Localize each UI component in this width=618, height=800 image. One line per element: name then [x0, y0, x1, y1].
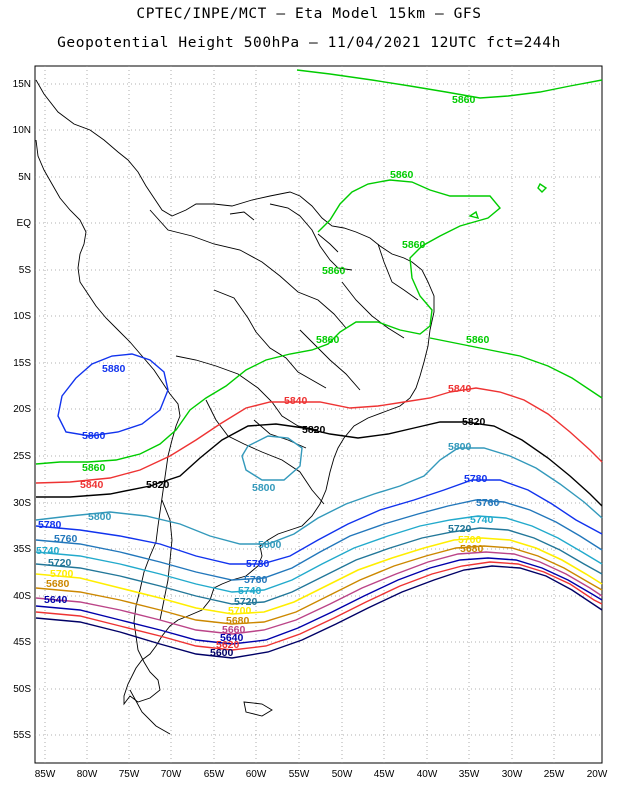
lat-label: 15N	[13, 79, 31, 90]
lon-label: 30W	[502, 769, 523, 780]
lon-label: 25W	[544, 769, 565, 780]
lat-label: 50S	[13, 684, 31, 695]
lat-label: 45S	[13, 637, 31, 648]
map-subtitle: Geopotential Height 500hPa – 11/04/2021 …	[57, 35, 561, 51]
label-5860-north: 5860	[452, 94, 476, 106]
lat-label: 40S	[13, 591, 31, 602]
lat-label: 10N	[13, 125, 31, 136]
lon-label: 75W	[119, 769, 140, 780]
contour-5600	[35, 565, 603, 659]
label-5720-west: 5720	[48, 557, 72, 569]
contour-5740	[35, 515, 603, 593]
lon-label: 45W	[374, 769, 395, 780]
label-5800-east: 5800	[448, 441, 472, 453]
lat-label: 35S	[13, 544, 31, 555]
label-5700-east: 5700	[458, 534, 482, 546]
plot-frame	[34, 65, 603, 764]
contour-5620	[35, 561, 603, 651]
label-5800-west: 5800	[88, 511, 112, 523]
label-5760-east: 5760	[476, 497, 500, 509]
label-5740-east: 5740	[470, 514, 494, 526]
label-5860-west: 5860	[82, 462, 106, 474]
label-5720-east: 5720	[448, 523, 472, 535]
label-5840-west: 5840	[80, 479, 104, 491]
lat-label: 5S	[19, 265, 32, 276]
gridlines	[35, 66, 602, 763]
label-5680-argentina: 5680	[226, 615, 250, 627]
lat-label: EQ	[17, 218, 32, 229]
contour-5800-closed	[241, 435, 303, 481]
label-5800-argentina: 5800	[258, 539, 282, 551]
contour-labels: 5860 5860 5860 5860 5860 5860 5860 5880 …	[36, 94, 500, 659]
lon-label: 20W	[587, 769, 608, 780]
lat-label: 5N	[18, 172, 31, 183]
contour-5760	[35, 499, 603, 581]
lon-label: 80W	[77, 769, 98, 780]
label-5740-west: 5740	[36, 545, 60, 557]
label-5740-argentina: 5740	[238, 585, 262, 597]
label-5840-east: 5840	[448, 383, 472, 395]
lon-label: 70W	[161, 769, 182, 780]
label-5760-argentina: 5760	[244, 574, 268, 586]
contour-5800	[35, 447, 603, 545]
label-5680-east: 5680	[460, 543, 484, 555]
longitude-labels: 85W 80W 75W 70W 65W 60W 55W 50W 45W 40W …	[35, 769, 608, 780]
label-5780-argentina: 5780	[246, 558, 270, 570]
lon-label: 35W	[459, 769, 480, 780]
label-5860-pacific: 5860	[82, 430, 106, 442]
contour-5660	[35, 551, 603, 635]
lat-label: 20S	[13, 404, 31, 415]
contour-5820	[36, 421, 603, 507]
label-5780-west: 5780	[38, 519, 62, 531]
map-title: CPTEC/INPE/MCT – Eta Model 15km – GFS	[136, 6, 482, 22]
coastline	[35, 79, 435, 735]
label-5860-ne2: 5860	[402, 239, 426, 251]
lat-label: 55S	[13, 730, 31, 741]
label-5700-west: 5700	[50, 568, 74, 580]
label-5600-argentina: 5600	[210, 647, 234, 659]
label-5640-argentina: 5640	[220, 632, 244, 644]
label-5840-central: 5840	[284, 395, 308, 407]
contour-5700	[35, 537, 603, 615]
contour-5860	[35, 69, 603, 465]
lon-label: 50W	[332, 769, 353, 780]
label-5860-east: 5860	[466, 334, 490, 346]
lat-label: 15S	[13, 358, 31, 369]
lon-label: 40W	[417, 769, 438, 780]
label-5680-west: 5680	[46, 578, 70, 590]
lon-label: 85W	[35, 769, 56, 780]
label-5860-central: 5860	[316, 334, 340, 346]
contour-5680	[35, 545, 603, 625]
lon-label: 60W	[246, 769, 267, 780]
label-5860-ne1: 5860	[390, 169, 414, 181]
contour-5640	[35, 557, 603, 645]
label-5880-pacific: 5880	[102, 363, 126, 375]
lon-label: 65W	[204, 769, 225, 780]
label-5820-east: 5820	[462, 416, 486, 428]
label-5660-argentina: 5660	[222, 624, 246, 636]
latitude-labels: 15N 10N 5N EQ 5S 10S 15S 20S 25S 30S 35S…	[13, 79, 32, 741]
label-5620-argentina: 5620	[216, 639, 240, 651]
label-5780-east: 5780	[464, 473, 488, 485]
contour-5720	[35, 527, 603, 605]
lat-label: 10S	[13, 311, 31, 322]
lat-label: 25S	[13, 451, 31, 462]
contour-5840	[35, 387, 603, 484]
label-5860-amazon: 5860	[322, 265, 346, 277]
label-5700-argentina: 5700	[228, 605, 252, 617]
label-5820-central: 5820	[302, 424, 326, 436]
lon-label: 55W	[289, 769, 310, 780]
label-5640-west: 5640	[44, 594, 68, 606]
label-5720-argentina: 5720	[234, 596, 258, 608]
label-5760-west: 5760	[54, 533, 78, 545]
label-5820-west: 5820	[146, 479, 170, 491]
lat-label: 30S	[13, 498, 31, 509]
label-5800-paraguay: 5800	[252, 482, 276, 494]
contour-5780	[35, 479, 603, 565]
